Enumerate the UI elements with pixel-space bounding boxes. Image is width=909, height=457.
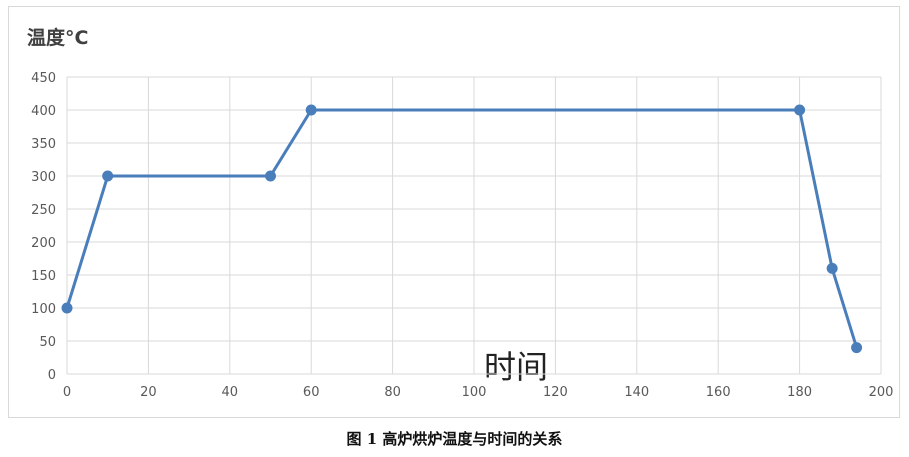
x-tick-label: 0 bbox=[63, 385, 71, 400]
x-tick-label: 40 bbox=[222, 385, 239, 400]
series-layer bbox=[61, 104, 863, 354]
data-point bbox=[61, 302, 73, 314]
x-tick-label: 140 bbox=[624, 385, 649, 400]
y-tick-label: 350 bbox=[31, 137, 56, 152]
y-tick-label: 0 bbox=[48, 368, 56, 383]
y-tick-label: 150 bbox=[31, 269, 56, 284]
x-axis-label: 时间 bbox=[484, 348, 548, 386]
figure-caption: 图 1 高炉烘炉温度与时间的关系 bbox=[346, 430, 563, 448]
x-tick-label: 100 bbox=[462, 385, 487, 400]
y-tick-label: 50 bbox=[39, 335, 56, 350]
x-tick-label: 160 bbox=[706, 385, 731, 400]
x-tick-label: 180 bbox=[787, 385, 812, 400]
y-tick-label: 300 bbox=[31, 170, 56, 185]
x-tick-label: 80 bbox=[384, 385, 401, 400]
grid bbox=[66, 76, 882, 375]
data-point bbox=[265, 170, 276, 182]
y-tick-label: 250 bbox=[31, 203, 56, 218]
tick-labels: 0 50 100 150 200 250 300 350 400 450 0 20 40 60 80 100 1… bbox=[31, 71, 893, 400]
x-tick-label: 120 bbox=[543, 385, 568, 400]
data-point bbox=[826, 262, 838, 274]
data-point bbox=[851, 342, 863, 354]
y-tick-label: 100 bbox=[31, 302, 56, 317]
y-axis-label: 温度°C bbox=[27, 26, 88, 49]
y-tick-label: 200 bbox=[31, 236, 56, 251]
data-point bbox=[794, 104, 806, 116]
data-point bbox=[305, 104, 317, 116]
x-tick-label: 60 bbox=[303, 385, 320, 400]
data-point bbox=[102, 170, 114, 182]
x-tick-label: 20 bbox=[140, 385, 157, 400]
y-tick-label: 400 bbox=[31, 104, 56, 119]
x-tick-label: 200 bbox=[869, 385, 894, 400]
y-tick-label: 450 bbox=[31, 71, 56, 86]
series-line bbox=[65, 108, 859, 349]
chart-frame bbox=[8, 6, 900, 418]
